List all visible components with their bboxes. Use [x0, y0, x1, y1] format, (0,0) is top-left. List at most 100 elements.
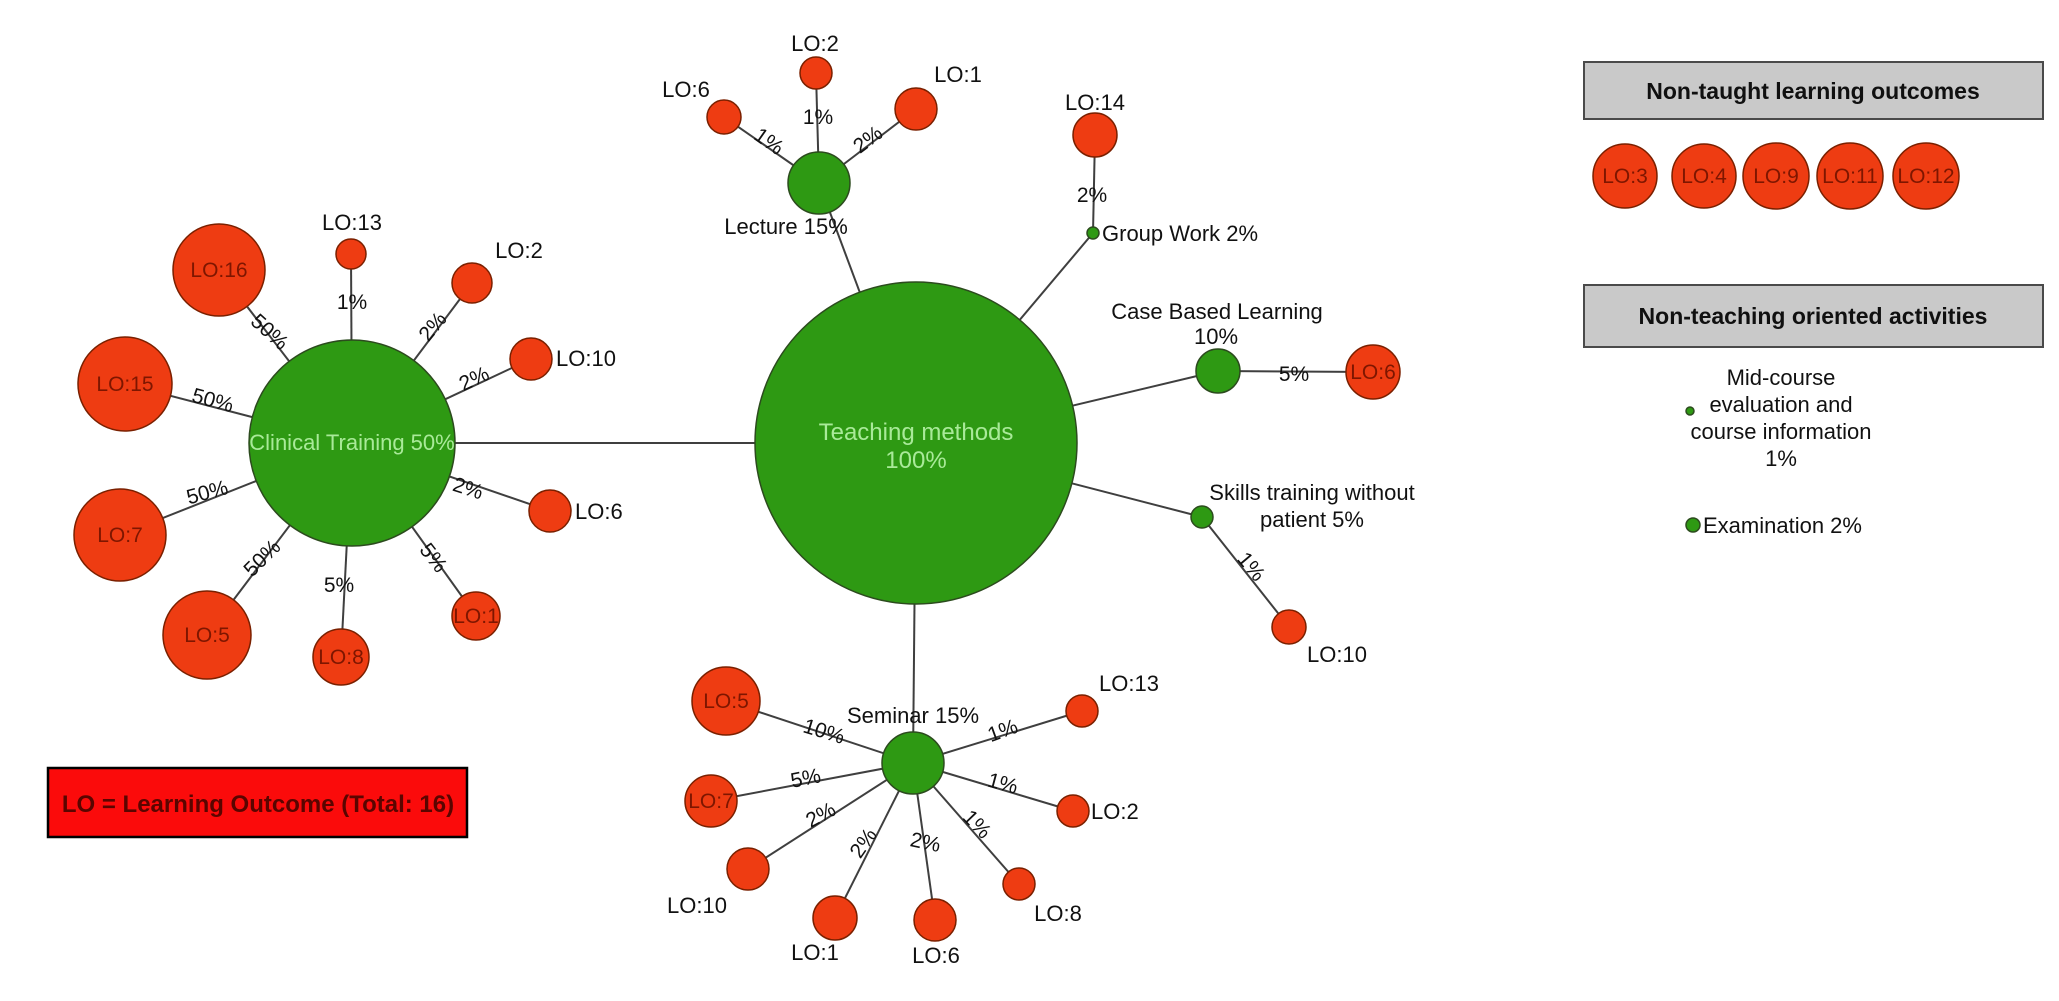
label-seminar-lo2: LO:2 [1091, 799, 1139, 824]
node-seminar-lo5 [691, 666, 761, 736]
label-nontaught-lo12: LO:12 [1897, 165, 1954, 188]
pct-clinical-lo5: 50% [239, 535, 285, 581]
pct-seminar-lo7: 5% [789, 764, 823, 792]
pct-seminar-lo2: 1% [985, 769, 1020, 799]
label-seminar-lo7: LO:7 [688, 790, 734, 813]
label-seminar-lo8: LO:8 [1034, 901, 1082, 926]
examination-label: Examination 2% [1703, 513, 1862, 538]
node-groupwork-lo14 [1072, 112, 1118, 158]
edge-seminar-lo7 [710, 762, 914, 802]
label-clinical-lo7: LO:7 [97, 524, 143, 547]
node-clinical-lo1 [451, 591, 501, 641]
node-nontaught-lo11 [1816, 142, 1884, 210]
mid-course-line1: Mid-course [1727, 365, 1836, 390]
label-clinical-lo16: LO:16 [190, 259, 247, 282]
non-taught-header-box [1583, 61, 2044, 120]
node-lecture-lo6 [706, 99, 742, 135]
label-nontaught-lo11: LO:11 [1822, 165, 1878, 188]
mid-course-line3: course information [1691, 419, 1872, 444]
label-seminar-lo13: LO:13 [1099, 671, 1159, 696]
pct-clinical-lo7: 50% [184, 476, 231, 509]
node-nontaught-lo12 [1892, 142, 1960, 210]
non-taught-title: Non-taught learning outcomes [1646, 78, 1980, 104]
case-based-label-line1: Case Based Learning [1111, 299, 1323, 324]
node-examination-dot [1685, 517, 1701, 533]
label-clinical-lo13: LO:13 [322, 210, 382, 235]
case-based-label-line2: 10% [1194, 324, 1238, 349]
label-nontaught-lo4: LO:4 [1681, 165, 1727, 188]
label-nontaught-lo3: LO:3 [1602, 165, 1648, 188]
label-seminar-lo1: LO:1 [791, 940, 839, 965]
non-teaching-title: Non-teaching oriented activities [1639, 303, 1988, 329]
node-skills-training [1190, 505, 1214, 529]
legend: LO = Learning Outcome (Total: 16) [46, 766, 469, 839]
mid-course-percent: 1% [1765, 446, 1797, 471]
node-clinical-training [248, 339, 456, 547]
node-seminar-lo1 [812, 895, 858, 941]
node-mid-course-evaluation-dot [1685, 406, 1695, 416]
label-clinical-lo10: LO:10 [556, 346, 616, 371]
pct-seminar-lo6: 2% [908, 828, 942, 857]
label-casebased-lo6: LO:6 [1350, 361, 1396, 384]
node-clinical-lo10 [509, 337, 553, 381]
node-clinical-lo15 [77, 336, 173, 432]
pct-lecture-lo6: 1% [750, 124, 788, 160]
label-nontaught-lo9: LO:9 [1753, 165, 1799, 188]
node-seminar-lo7 [684, 774, 738, 828]
node-clinical-lo6 [528, 489, 572, 533]
teaching-methods-label-line2: 100% [885, 447, 946, 474]
pct-seminar-lo1: 2% [846, 824, 882, 862]
node-seminar [881, 731, 945, 795]
label-clinical-lo1: LO:1 [453, 605, 499, 628]
node-nontaught-lo4 [1671, 143, 1737, 209]
pct-casebased-lo6: 5% [1279, 363, 1309, 386]
pct-lecture-lo1: 2% [849, 121, 887, 158]
pct-seminar-lo10: 2% [802, 798, 840, 833]
node-lecture-lo2 [799, 56, 833, 90]
pct-clinical-lo8: 5% [324, 574, 354, 597]
label-lecture-lo6: LO:6 [662, 77, 710, 102]
label-seminar-lo5: LO:5 [703, 690, 749, 713]
group-work-label: Group Work 2% [1102, 221, 1258, 246]
node-teaching-methods [754, 281, 1078, 605]
label-clinical-lo15: LO:15 [96, 373, 153, 396]
skills-label-line2: patient 5% [1260, 507, 1364, 532]
node-case-based-learning [1195, 348, 1241, 394]
non-teaching-panel: Non-teaching oriented activities Mid-cou… [1583, 284, 2044, 538]
label-clinical-lo6: LO:6 [575, 499, 623, 524]
node-casebased-lo6 [1345, 344, 1401, 400]
node-clinical-lo13 [335, 238, 367, 270]
pct-clinical-lo6: 2% [450, 473, 486, 504]
pct-groupwork-lo14: 2% [1077, 184, 1107, 207]
node-clinical-lo2 [451, 262, 493, 304]
label-lecture-lo1: LO:1 [934, 62, 982, 87]
node-seminar-lo10 [726, 847, 770, 891]
label-skills-lo10: LO:10 [1307, 642, 1367, 667]
node-seminar-lo2 [1056, 794, 1090, 828]
label-groupwork-lo14: LO:14 [1065, 90, 1125, 115]
edge-skills-lo10 [1201, 516, 1290, 628]
label-clinical-lo5: LO:5 [184, 624, 230, 647]
clinical-training-label: Clinical Training 50% [249, 430, 454, 455]
pct-seminar-lo13: 1% [985, 715, 1021, 747]
node-seminar-lo8 [1002, 867, 1036, 901]
label-clinical-lo8: LO:8 [318, 646, 364, 669]
node-clinical-lo16 [172, 223, 266, 317]
teaching-methods-label-line1: Teaching methods [819, 419, 1014, 446]
label-seminar-lo6: LO:6 [912, 943, 960, 968]
outcome-nodes [73, 56, 1960, 942]
pct-lecture-lo2: 1% [803, 106, 833, 129]
node-nontaught-lo3 [1592, 143, 1658, 209]
edge-seminar-lo10 [747, 762, 914, 870]
label-lecture-lo2: LO:2 [791, 31, 839, 56]
legend-box [46, 766, 469, 839]
pct-clinical-lo2: 2% [414, 308, 451, 346]
node-skills-lo10 [1271, 609, 1307, 645]
node-lecture-lo1 [894, 87, 938, 131]
seminar-label: Seminar 15% [847, 703, 979, 728]
pct-clinical-lo13: 1% [337, 291, 367, 314]
method-nodes [248, 151, 1701, 795]
pct-clinical-lo1: 5% [415, 539, 452, 577]
